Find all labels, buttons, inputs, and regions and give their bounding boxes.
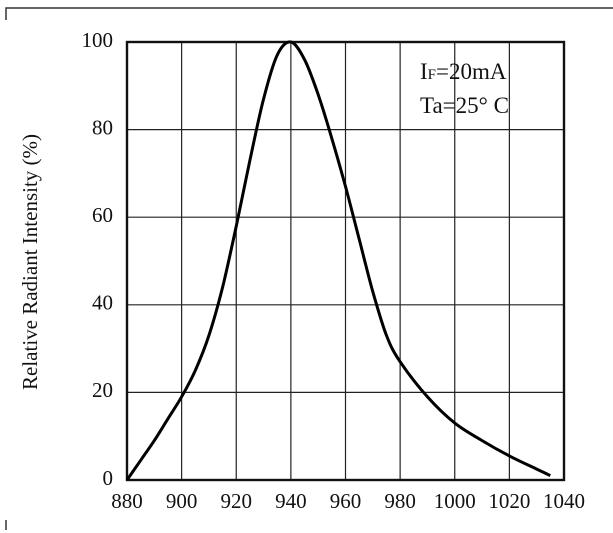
series-line (125, 40, 551, 481)
vertical-gridlines (181, 42, 510, 480)
y-tick-label: 0 (103, 466, 114, 490)
legend-annotations: IF=20mA Ta=25° C (420, 59, 509, 118)
y-tick-label: 20 (92, 378, 113, 402)
y-tick-label: 40 (92, 291, 113, 315)
horizontal-gridlines (127, 129, 564, 393)
x-tick-label: 960 (330, 489, 362, 513)
x-tick-label: 1020 (488, 489, 530, 513)
annotation-ambient-temperature: Ta=25° C (420, 93, 509, 118)
x-tick-label: 1040 (543, 489, 585, 513)
y-tick-label: 60 (92, 203, 113, 227)
x-tick-labels: 880 900 920 940 960 980 1000 1020 1040 (111, 489, 585, 513)
x-tick-label: 900 (166, 489, 198, 513)
annotation-forward-current: IF=20mA (420, 59, 507, 84)
x-tick-label: 1000 (434, 489, 476, 513)
x-tick-label: 880 (111, 489, 143, 513)
figure-corner-top (5, 7, 613, 20)
x-tick-label: 920 (221, 489, 253, 513)
x-tick-label: 940 (275, 489, 307, 513)
y-axis-label: Relative Radiant Intensity (%) (18, 134, 42, 390)
x-tick-label: 980 (384, 489, 416, 513)
plot-frame (125, 40, 566, 482)
y-tick-label: 100 (82, 28, 114, 52)
y-tick-label: 80 (92, 115, 113, 139)
y-tick-labels: 0 20 40 60 80 100 (82, 28, 114, 490)
